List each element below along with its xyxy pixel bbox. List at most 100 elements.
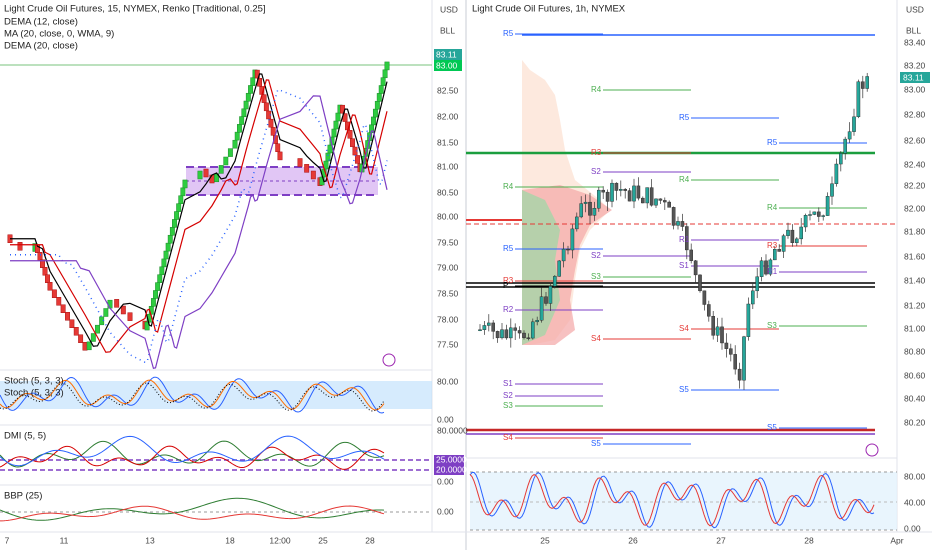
- renko-brick: [241, 108, 247, 118]
- price-axis-label: 81.40: [904, 275, 926, 285]
- renko-brick: [95, 324, 100, 334]
- price-axis-label: 83.20: [904, 60, 926, 70]
- candle: [649, 187, 654, 206]
- time-label: 13: [145, 535, 155, 545]
- oscillator-line: [0, 497, 385, 521]
- price-badge: [900, 72, 930, 83]
- candle: [786, 229, 790, 236]
- time-label: 11: [60, 535, 69, 545]
- candle: [781, 235, 786, 252]
- candle: [531, 321, 535, 339]
- pivot-label: S3: [591, 272, 601, 281]
- candle: [799, 226, 803, 240]
- price-axis-label: 82.50: [437, 85, 459, 95]
- unit: BLL: [906, 25, 921, 35]
- renko-brick: [167, 234, 173, 244]
- time-label: 25: [540, 535, 550, 545]
- candle: [803, 215, 808, 228]
- candle: [751, 290, 755, 305]
- candle: [553, 276, 557, 287]
- price-axis-label: 80.20: [904, 417, 926, 427]
- oscillator-line: [0, 505, 385, 522]
- candle: [597, 189, 601, 209]
- candle: [667, 201, 671, 208]
- time-label: 7: [5, 535, 10, 545]
- level-badge-label: 25.0000: [436, 454, 467, 464]
- oscillator-line: [0, 376, 385, 414]
- price-axis-label: 80.40: [904, 393, 926, 403]
- candle: [839, 153, 843, 165]
- pivot-label: R4: [591, 85, 602, 94]
- candle: [790, 229, 795, 243]
- candle: [834, 163, 839, 184]
- candle: [680, 221, 685, 227]
- price-axis-label: 82.60: [904, 135, 926, 145]
- renko-brick: [103, 308, 109, 317]
- candle: [535, 320, 539, 323]
- renko-brick: [218, 165, 224, 174]
- renko-brick: [333, 120, 339, 130]
- pivot-label: R5: [503, 29, 514, 38]
- renko-brick: [197, 170, 203, 180]
- candle: [491, 322, 496, 332]
- candle: [583, 201, 588, 204]
- renko-brick: [37, 252, 43, 261]
- renko-brick: [248, 85, 254, 94]
- renko-brick: [232, 139, 238, 149]
- price-axis-label: 79.50: [437, 237, 459, 247]
- indicator-label: Stoch (5, 3, 3): [4, 388, 64, 399]
- price-axis-label: 80.50: [437, 187, 459, 197]
- pivot-label: S2: [591, 251, 601, 260]
- renko-brick: [180, 187, 186, 197]
- indicator-label: Stoch (5, 3, 3): [4, 376, 64, 387]
- candle: [619, 189, 623, 191]
- pivot-label: S3: [503, 401, 513, 410]
- time-label: 28: [365, 535, 375, 545]
- renko-brick: [163, 250, 169, 260]
- candle: [676, 221, 680, 226]
- candle: [817, 211, 821, 217]
- candle: [641, 197, 645, 204]
- renko-brick: [45, 274, 50, 283]
- candle: [513, 327, 517, 331]
- oscillator-line: [469, 471, 875, 529]
- legend-item: DEMA (12, close): [4, 17, 78, 28]
- candle: [482, 325, 487, 330]
- candle: [610, 182, 614, 202]
- candle: [671, 207, 676, 226]
- renko-brick: [165, 242, 171, 252]
- candle: [720, 326, 724, 344]
- candle: [861, 81, 865, 89]
- pivot-label: R5: [679, 113, 690, 122]
- candle: [685, 226, 689, 251]
- pivot-label: S5: [767, 423, 777, 432]
- candle: [588, 201, 592, 216]
- renko-brick: [350, 138, 355, 147]
- price-axis-label: 80.60: [904, 370, 926, 380]
- alert-icon[interactable]: [382, 353, 396, 367]
- renko-brick: [155, 282, 161, 291]
- axis-label: 40.00: [904, 497, 926, 507]
- renko-brick: [372, 108, 378, 118]
- pivot-label: S2: [503, 391, 513, 400]
- candle: [522, 332, 526, 338]
- renko-brick: [263, 102, 269, 112]
- axis-label: 0.00: [437, 506, 454, 516]
- pivot-label: S4: [591, 334, 601, 343]
- candle: [777, 249, 781, 252]
- pivot-label: R4: [767, 203, 778, 212]
- renko-brick: [209, 174, 215, 184]
- price-axis-label: 78.00: [437, 314, 459, 324]
- renko-brick: [335, 112, 341, 122]
- candle: [689, 249, 693, 261]
- renko-brick: [65, 312, 70, 321]
- candle: [570, 228, 575, 251]
- oscillator-line: [0, 440, 385, 468]
- candle: [729, 348, 733, 355]
- alert-icon[interactable]: [865, 443, 879, 457]
- candle: [711, 316, 715, 336]
- candle: [495, 331, 500, 339]
- candle: [566, 248, 570, 251]
- stoch-band: [0, 381, 432, 409]
- level-badge: [434, 465, 464, 475]
